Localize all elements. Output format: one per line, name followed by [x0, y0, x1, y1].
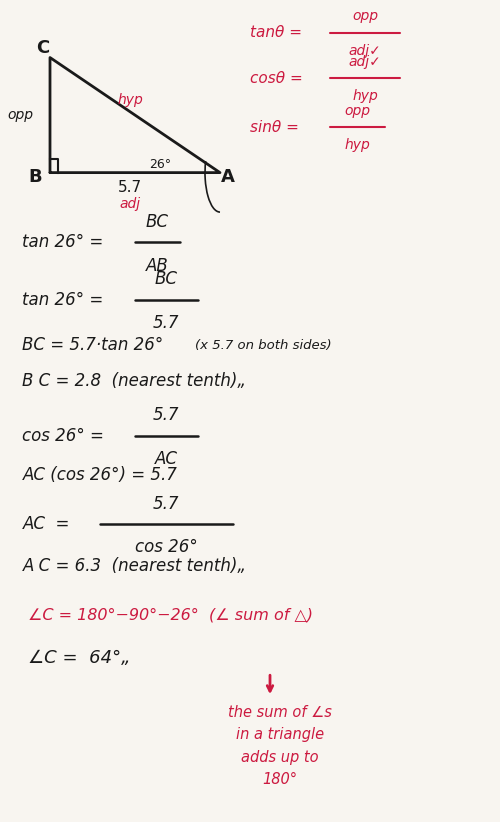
Text: AC (cos 26°) = 5.7: AC (cos 26°) = 5.7 [22, 466, 178, 484]
Text: BC: BC [146, 213, 169, 231]
Text: 5.7: 5.7 [153, 314, 180, 332]
Text: AC: AC [155, 450, 178, 468]
Text: hyp: hyp [352, 89, 378, 104]
Text: ∠C =  64°„: ∠C = 64°„ [28, 649, 130, 667]
Text: 5.7: 5.7 [118, 180, 142, 195]
Text: B C = 2.8  (nearest tenth)„: B C = 2.8 (nearest tenth)„ [22, 372, 246, 390]
Text: adj✓: adj✓ [348, 44, 382, 58]
Text: BC: BC [155, 270, 178, 289]
Text: tanθ =: tanθ = [250, 25, 302, 40]
Text: BC = 5.7·tan 26°: BC = 5.7·tan 26° [22, 336, 164, 354]
Text: sinθ =: sinθ = [250, 120, 299, 135]
Text: cos 26°: cos 26° [135, 538, 198, 556]
Text: 5.7: 5.7 [153, 406, 180, 424]
Text: hyp: hyp [117, 93, 143, 108]
Text: hyp: hyp [344, 138, 370, 153]
Text: opp: opp [352, 9, 378, 24]
Text: adj✓: adj✓ [348, 54, 382, 69]
Text: AB: AB [146, 256, 169, 275]
Text: adj: adj [120, 196, 141, 211]
Text: C: C [36, 39, 49, 57]
Text: 26°: 26° [149, 158, 171, 171]
Text: opp: opp [7, 108, 33, 122]
Text: tan 26° =: tan 26° = [22, 291, 104, 309]
Text: A C = 6.3  (nearest tenth)„: A C = 6.3 (nearest tenth)„ [22, 556, 246, 575]
Text: opp: opp [344, 104, 370, 118]
Text: 5.7: 5.7 [153, 495, 180, 513]
Text: B: B [28, 168, 42, 186]
Text: tan 26° =: tan 26° = [22, 233, 104, 252]
Text: (x 5.7 on both sides): (x 5.7 on both sides) [195, 339, 332, 352]
Text: ∠C = 180°−90°−26°  (∠ sum of △): ∠C = 180°−90°−26° (∠ sum of △) [28, 607, 312, 622]
Text: cosθ =: cosθ = [250, 71, 303, 85]
Text: the sum of ∠s
in a triangle
adds up to
180°: the sum of ∠s in a triangle adds up to 1… [228, 705, 332, 787]
Text: cos 26° =: cos 26° = [22, 427, 104, 445]
Text: A: A [220, 168, 234, 186]
Text: AC  =: AC = [22, 515, 70, 533]
